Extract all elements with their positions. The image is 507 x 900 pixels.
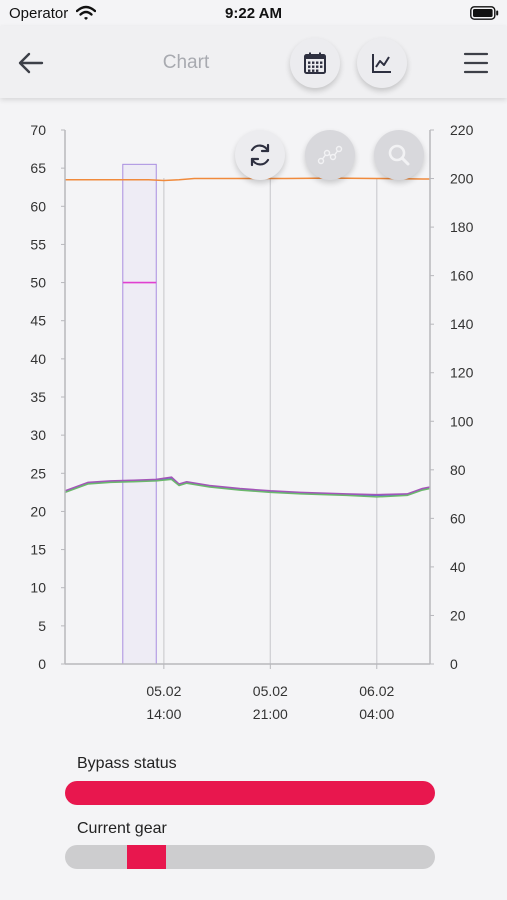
series-line-0: [65, 177, 430, 182]
selection-range: [122, 163, 157, 665]
page-title: Chart: [162, 52, 210, 73]
x-tick-time: 21:00: [253, 706, 288, 722]
x-tick-date: 05.02: [146, 683, 181, 699]
battery-icon: [470, 6, 499, 20]
bypass-status-bar: [65, 781, 435, 805]
y-left-tick-label: 60: [30, 198, 46, 214]
back-arrow-icon[interactable]: [14, 48, 48, 78]
current-gear-bar: [65, 845, 435, 869]
y-right-tick-label: 40: [450, 559, 466, 575]
y-right-tick-label: 160: [450, 268, 474, 284]
y-right-tick-label: 120: [450, 365, 474, 381]
y-left-tick-label: 65: [30, 160, 46, 176]
carrier-label: Operator: [9, 5, 69, 22]
current-gear-indicator: [126, 845, 167, 869]
data-points-button[interactable]: [305, 130, 355, 180]
y-left-tick-label: 50: [30, 275, 46, 291]
y-left-tick-label: 10: [30, 580, 46, 596]
hamburger-menu-icon[interactable]: [463, 50, 489, 76]
y-left-tick-label: 0: [38, 656, 46, 672]
y-left-tick-label: 15: [30, 542, 46, 558]
x-tick-time: 04:00: [359, 706, 394, 722]
y-right-tick-label: 220: [450, 122, 474, 138]
calendar-button[interactable]: [290, 38, 340, 88]
current-gear-label: Current gear: [77, 820, 167, 837]
status-bar: Operator 9:22 AM: [0, 0, 507, 26]
series-line-2: [64, 476, 431, 496]
y-left-tick-label: 70: [30, 122, 46, 138]
x-tick-date: 06.02: [359, 683, 394, 699]
refresh-icon: [250, 143, 270, 167]
refresh-button[interactable]: [235, 130, 285, 180]
bypass-status-label: Bypass status: [77, 755, 177, 772]
y-right-tick-label: 80: [450, 462, 466, 478]
y-right-tick-label: 180: [450, 219, 474, 235]
zoom-icon: [388, 144, 410, 166]
y-right-tick-label: 60: [450, 510, 466, 526]
chart-type-button[interactable]: [357, 38, 407, 88]
y-right-tick-label: 0: [450, 656, 458, 672]
clock: 9:22 AM: [225, 5, 282, 22]
y-right-tick-label: 200: [450, 171, 474, 187]
y-right-tick-label: 140: [450, 316, 474, 332]
y-right-tick-label: 100: [450, 413, 474, 429]
x-tick-time: 14:00: [146, 706, 181, 722]
y-left-tick-label: 45: [30, 313, 46, 329]
y-left-tick-label: 40: [30, 351, 46, 367]
y-left-tick-label: 30: [30, 427, 46, 443]
x-tick-date: 05.02: [253, 683, 288, 699]
calendar-icon: [304, 52, 326, 74]
y-right-tick-label: 20: [450, 607, 466, 623]
zoom-button[interactable]: [374, 130, 424, 180]
line-chart[interactable]: 0 5 10 15 20 25 30 35 40 45 50 55 60 65 70 0 20 40 60 80 100…: [0, 100, 507, 730]
y-left-tick-label: 35: [30, 389, 46, 405]
y-left-tick-label: 25: [30, 465, 46, 481]
y-left-tick-label: 55: [30, 236, 46, 252]
nav-bar: Chart: [0, 26, 507, 98]
y-left-tick-label: 5: [38, 618, 46, 634]
y-left-tick-label: 20: [30, 503, 46, 519]
wifi-icon: [76, 5, 96, 20]
line-chart-icon: [372, 54, 391, 73]
series-line-3: [64, 478, 431, 498]
data-points-icon: [317, 145, 343, 165]
